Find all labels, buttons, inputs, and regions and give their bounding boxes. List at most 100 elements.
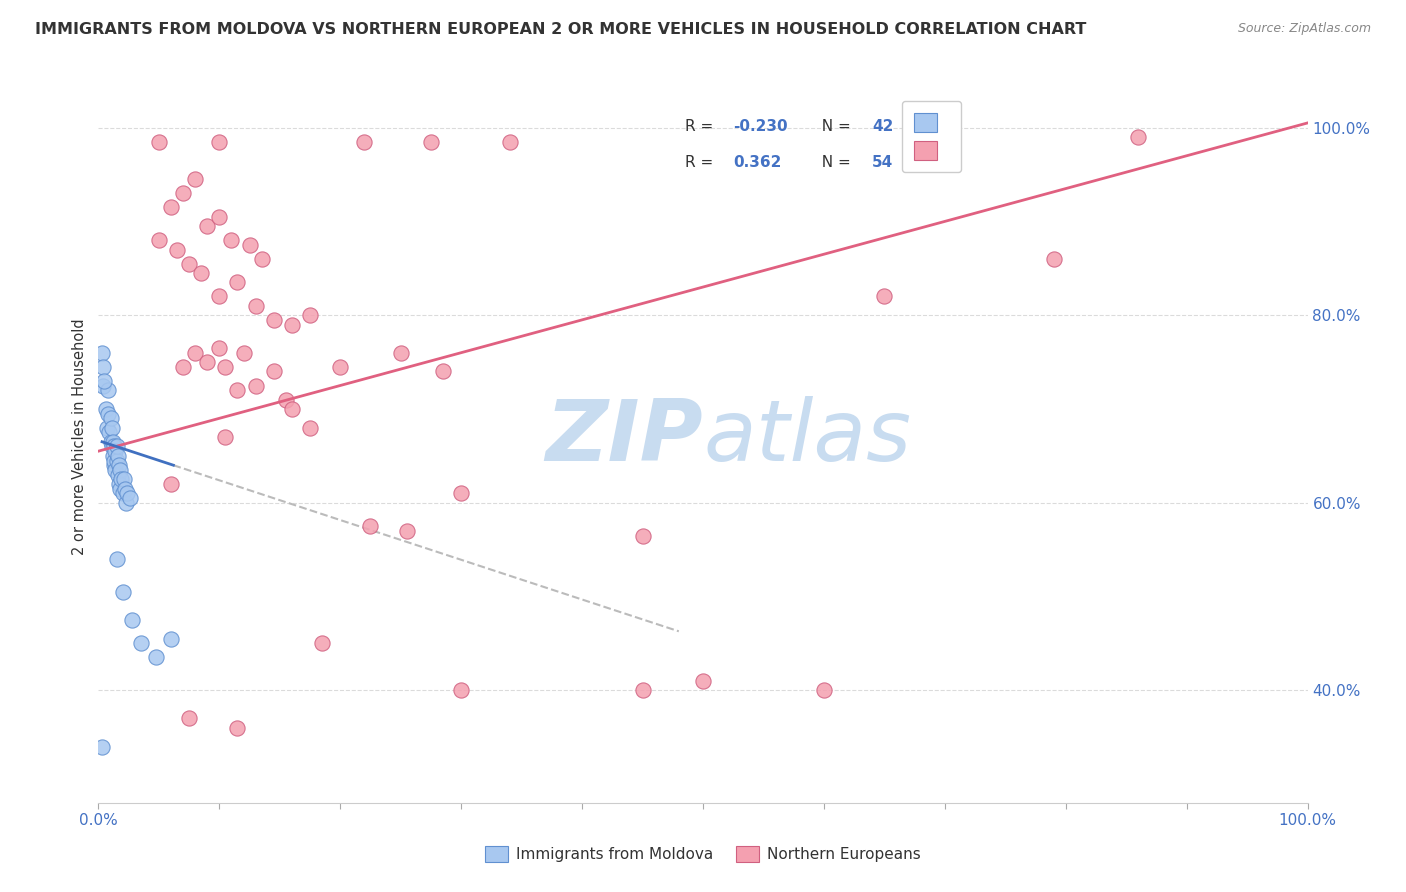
Point xyxy=(100,411,122,425)
Point xyxy=(353,135,375,149)
Point xyxy=(166,243,188,257)
Point xyxy=(104,444,127,458)
Text: Source: ZipAtlas.com: Source: ZipAtlas.com xyxy=(1237,22,1371,36)
Point xyxy=(420,135,443,149)
Text: atlas: atlas xyxy=(703,395,911,479)
Point xyxy=(115,496,138,510)
Text: -0.230: -0.230 xyxy=(734,119,787,134)
Point xyxy=(311,636,333,650)
Point xyxy=(179,257,201,271)
Text: 42: 42 xyxy=(872,119,894,134)
Point xyxy=(97,407,120,421)
Point xyxy=(93,374,115,388)
Point xyxy=(208,135,231,149)
Point xyxy=(239,237,262,252)
Point xyxy=(121,613,143,627)
Point xyxy=(108,482,131,496)
Point xyxy=(226,383,249,397)
Point xyxy=(160,477,183,491)
Point xyxy=(105,453,128,467)
Point xyxy=(108,477,131,491)
Point xyxy=(226,276,249,290)
Point xyxy=(112,472,135,486)
Text: N =: N = xyxy=(811,119,855,134)
Point xyxy=(281,401,304,416)
Point xyxy=(450,683,472,698)
Point xyxy=(184,345,207,359)
Point xyxy=(118,491,141,505)
Point xyxy=(103,458,125,473)
Point xyxy=(450,486,472,500)
Point xyxy=(105,552,128,566)
Point xyxy=(91,359,114,374)
Point xyxy=(281,318,304,332)
Point xyxy=(100,440,122,454)
Y-axis label: 2 or more Vehicles in Household: 2 or more Vehicles in Household xyxy=(72,318,87,556)
Point xyxy=(873,289,896,303)
Point xyxy=(250,252,273,266)
Point xyxy=(107,449,129,463)
Point xyxy=(263,313,285,327)
Point xyxy=(245,299,267,313)
Point xyxy=(96,420,118,434)
Point xyxy=(97,383,120,397)
Point xyxy=(160,200,183,214)
Point xyxy=(111,584,134,599)
Point xyxy=(498,135,520,149)
Point xyxy=(111,486,134,500)
Point xyxy=(214,430,236,444)
Point xyxy=(148,233,170,247)
Point xyxy=(263,364,285,378)
Legend: Immigrants from Moldova, Northern Europeans: Immigrants from Moldova, Northern Europe… xyxy=(479,840,927,868)
Point xyxy=(190,266,212,280)
Point xyxy=(299,420,322,434)
Point xyxy=(160,632,183,646)
Point xyxy=(245,378,267,392)
Point xyxy=(195,355,218,369)
Point xyxy=(107,467,129,482)
Point xyxy=(103,453,125,467)
Point xyxy=(91,739,114,754)
Point xyxy=(395,524,418,538)
Point xyxy=(100,434,122,449)
Point xyxy=(208,210,231,224)
Text: R =: R = xyxy=(685,155,718,170)
Point xyxy=(631,683,654,698)
Point xyxy=(813,683,835,698)
Text: IMMIGRANTS FROM MOLDOVA VS NORTHERN EUROPEAN 2 OR MORE VEHICLES IN HOUSEHOLD COR: IMMIGRANTS FROM MOLDOVA VS NORTHERN EURO… xyxy=(35,22,1087,37)
Point xyxy=(226,721,249,735)
Point xyxy=(94,401,117,416)
Point xyxy=(98,425,121,440)
Point xyxy=(145,650,167,665)
Point xyxy=(631,528,654,542)
Point xyxy=(179,711,201,725)
Point xyxy=(172,186,194,201)
Point xyxy=(195,219,218,233)
Point xyxy=(360,519,382,533)
Point xyxy=(148,135,170,149)
Point xyxy=(208,289,231,303)
Point xyxy=(91,378,114,392)
Point xyxy=(329,359,352,374)
Point xyxy=(299,308,322,322)
Point xyxy=(1042,252,1064,266)
Point xyxy=(114,482,136,496)
Text: ZIP: ZIP xyxy=(546,395,703,479)
Text: R =: R = xyxy=(685,119,718,134)
Point xyxy=(108,463,131,477)
Point xyxy=(274,392,297,407)
Point xyxy=(103,440,125,454)
Point xyxy=(100,420,122,434)
Point xyxy=(692,673,714,688)
Point xyxy=(110,472,132,486)
Text: 54: 54 xyxy=(872,155,894,170)
Point xyxy=(214,359,236,374)
Point xyxy=(108,458,131,473)
Point xyxy=(129,636,152,650)
Point xyxy=(221,233,243,247)
Text: 0.362: 0.362 xyxy=(734,155,782,170)
Point xyxy=(232,345,254,359)
Point xyxy=(208,341,231,355)
Point xyxy=(1128,130,1150,145)
Point xyxy=(105,440,128,454)
